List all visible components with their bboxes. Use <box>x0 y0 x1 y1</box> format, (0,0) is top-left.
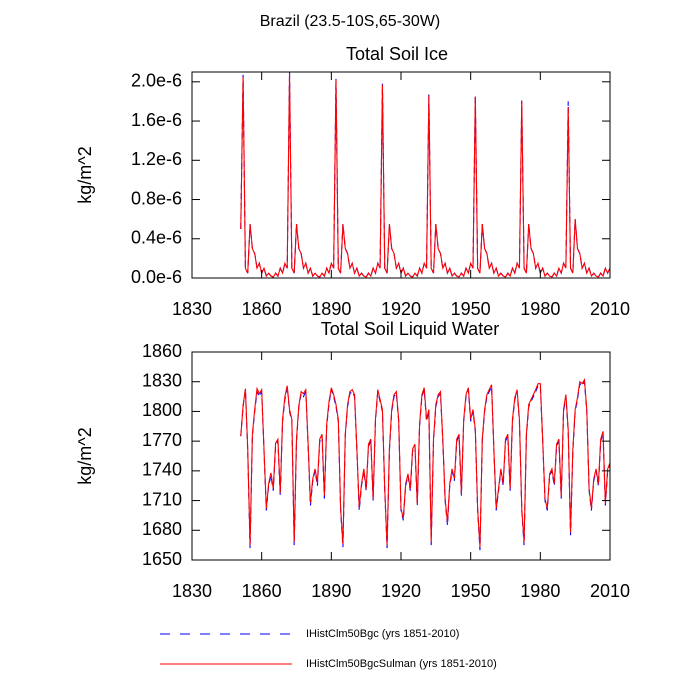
y-tick-label: 1770 <box>142 430 182 450</box>
series-line <box>240 71 611 278</box>
y-tick-label: 0.0e-6 <box>131 267 182 287</box>
x-tick-label: 1860 <box>242 299 282 319</box>
x-tick-label: 1860 <box>242 581 282 601</box>
x-tick-label: 1980 <box>520 299 560 319</box>
x-tick-label: 2010 <box>590 581 630 601</box>
y-tick-label: 1650 <box>142 549 182 569</box>
y-tick-label: 1710 <box>142 489 182 509</box>
y-tick-label: 1830 <box>142 370 182 390</box>
series-line <box>240 377 611 548</box>
y-tick-label: 1680 <box>142 519 182 539</box>
y-tick-label: 1.2e-6 <box>131 149 182 169</box>
x-tick-label: 1920 <box>381 581 421 601</box>
x-tick-label: 1950 <box>451 299 491 319</box>
x-tick-label: 1830 <box>172 581 212 601</box>
plot-frame <box>191 71 611 279</box>
y-tick-label: 0.8e-6 <box>131 188 182 208</box>
y-axis-label: kg/m^2 <box>75 427 95 484</box>
y-tick-label: 0.4e-6 <box>131 228 182 248</box>
x-tick-label: 1890 <box>311 581 351 601</box>
y-tick-label: 1860 <box>142 341 182 361</box>
x-tick-label: 1950 <box>451 581 491 601</box>
legend-label: IHistClm50Bgc (yrs 1851-2010) <box>306 628 459 640</box>
y-tick-label: 2.0e-6 <box>131 71 182 91</box>
x-tick-label: 1830 <box>172 299 212 319</box>
x-tick-label: 1920 <box>381 299 421 319</box>
y-tick-label: 1740 <box>142 460 182 480</box>
figure-title: Brazil (23.5-10S,65-30W) <box>260 13 441 30</box>
panel-title: Total Soil Ice <box>346 44 448 64</box>
plot-frame <box>191 351 611 561</box>
panel-title: Total Soil Liquid Water <box>321 319 499 339</box>
y-tick-label: 1.6e-6 <box>131 110 182 130</box>
x-tick-label: 1890 <box>311 299 351 319</box>
x-tick-label: 2010 <box>590 299 630 319</box>
series-line <box>240 73 611 278</box>
legend-label: IHistClm50BgcSulman (yrs 1851-2010) <box>306 658 497 670</box>
y-axis-label: kg/m^2 <box>75 146 95 203</box>
y-tick-label: 1800 <box>142 400 182 420</box>
x-tick-label: 1980 <box>520 581 560 601</box>
